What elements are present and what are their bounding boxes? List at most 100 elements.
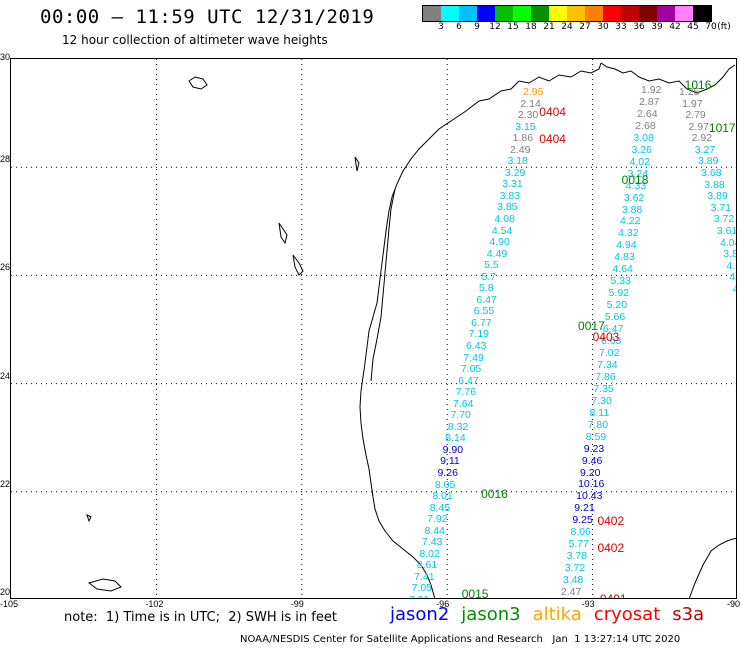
latitude-label: 26 xyxy=(0,262,11,273)
wave-height-value: 7.76 xyxy=(455,386,477,399)
map-title: 00:00 – 11:59 UTC 12/31/2019 xyxy=(40,6,375,28)
wave-height-value: 6.47 xyxy=(476,293,497,306)
wave-height-value: 7.30 xyxy=(591,394,612,407)
pass-time-label: 0403 xyxy=(592,329,620,344)
wave-height-value: 8.59 xyxy=(585,430,607,443)
wave-height-value: 6.55 xyxy=(473,305,495,318)
wave-height-value: 7.43 xyxy=(421,536,443,549)
wave-height-value: 4.49 xyxy=(486,247,508,260)
wave-height-value: 4.59 xyxy=(726,259,736,272)
wave-height-value: 5.5 xyxy=(484,259,499,272)
wave-height-value: 9.26 xyxy=(437,467,458,479)
legend-satellite-s3a: s3a xyxy=(672,604,705,625)
wave-height-value: 7.86 xyxy=(595,370,616,383)
pass-time-label: 0017 xyxy=(578,318,605,333)
wave-height-value: 3.24 xyxy=(627,167,649,180)
wave-height-value: 4.83 xyxy=(614,251,635,264)
colorbar-label: 15 xyxy=(507,22,519,32)
wave-height-value: 4.08 xyxy=(494,213,515,225)
small-island xyxy=(86,514,92,523)
credit-text: NOAA/NESDIS Center for Satellite Applica… xyxy=(240,634,681,645)
wave-height-value: 9.23 xyxy=(583,442,605,455)
wave-height-value: 3.48 xyxy=(562,574,584,587)
wave-height-value: 3.29 xyxy=(504,166,526,179)
latitude-label: 30 xyxy=(0,52,11,62)
wave-height-value: 10.16 xyxy=(578,478,605,491)
wave-height-value: 3.88 xyxy=(704,178,725,191)
wave-height-value: 7.19 xyxy=(468,328,490,341)
wave-height-value: 8.45 xyxy=(429,501,451,514)
latitude-label: 24 xyxy=(0,370,11,381)
wave-height-value: 7.49 xyxy=(463,351,484,364)
legend-satellite-cryosat: cryosat xyxy=(593,604,661,625)
wave-height-value: 1.97 xyxy=(682,97,703,110)
wave-height-value: 3.62 xyxy=(623,191,645,204)
longitude-label: -102 xyxy=(145,599,164,609)
wave-height-value: 5.7 xyxy=(481,270,497,283)
colorbar-swatch xyxy=(549,6,567,21)
wave-height-value: 1.86 xyxy=(512,132,534,145)
pass-time-label: 0404 xyxy=(539,132,566,147)
wave-height-value: 1.25 xyxy=(679,86,700,98)
colorbar-label: 70 xyxy=(705,22,717,32)
wave-height-value: 9.11 xyxy=(440,455,460,468)
pass-time-label: 0404 xyxy=(539,105,566,120)
wave-height-value: 6.63 xyxy=(600,335,622,348)
colorbar-swatch xyxy=(675,6,693,21)
wave-height-value: 3.31 xyxy=(502,178,523,191)
colorbar-label: 42 xyxy=(669,22,681,32)
map-frame: 2.95 2.14 2.30 3.15 1.86 2.49 3.18 3.29 3.31 3.83… xyxy=(10,58,737,599)
wave-height-value: 7.05 xyxy=(411,582,433,595)
wave-height-value: 4.32 xyxy=(618,227,639,240)
wave-height-value: 4.90 xyxy=(489,236,510,249)
colorbar-label: 12 xyxy=(489,22,501,32)
wave-height-value: 3.27 xyxy=(694,143,716,156)
wave-height-value: 3.78 xyxy=(566,550,588,563)
wave-height-value: 2.49 xyxy=(510,143,531,156)
wave-height-value: 7.05 xyxy=(460,363,482,376)
wave-height-value: 3.88 xyxy=(723,248,736,261)
wave-height-value: 6.47 xyxy=(458,374,479,387)
wave-height-value: 3.88 xyxy=(621,203,643,216)
wave-height-value: 7.41 xyxy=(414,570,435,583)
wave-height-value: 2.95 xyxy=(523,86,544,98)
legend-satellite-jason3: jason3 xyxy=(461,604,521,625)
pass-time-label: 0401 xyxy=(599,592,627,599)
wave-height-value: 3.18 xyxy=(507,155,528,168)
wave-height-value: 6.77 xyxy=(471,316,492,329)
wave-height-value: 8.32 xyxy=(447,420,469,433)
colorbar-swatch xyxy=(441,6,459,21)
wave-height-value: 7.35 xyxy=(593,382,614,395)
note-text: note: 1) Time is in UTC; 2) SWH is in fe… xyxy=(64,610,337,625)
latitude-label: 20 xyxy=(0,587,11,597)
wave-height-value: 7.91 xyxy=(409,595,429,599)
colorbar-label: 18 xyxy=(525,22,537,32)
colorbar-label: 27 xyxy=(579,22,591,32)
longitude-label: -93 xyxy=(581,599,595,609)
wave-height-value: 5.8 xyxy=(478,282,494,295)
colorbar-swatch xyxy=(603,6,621,21)
wave-height-value: 9.46 xyxy=(581,454,603,467)
latitude-label: 28 xyxy=(0,154,11,165)
wave-height-value: 4.94 xyxy=(616,239,637,252)
wave-height-value: 8.01 xyxy=(432,490,453,503)
wave-height-value: 4. xyxy=(736,295,737,306)
wave-height-value: 8.61 xyxy=(416,559,438,572)
wave-height-value: 9.20 xyxy=(579,466,601,479)
colorbar-label: 36 xyxy=(633,22,645,32)
wave-height-value: 5.92 xyxy=(608,287,630,300)
wave-height-value: 2.87 xyxy=(639,95,660,108)
colorbar-unit: (ft) xyxy=(717,22,731,32)
legend-satellite-jason2: jason2 xyxy=(390,604,450,625)
wave-height-value: 3.68 xyxy=(701,167,722,180)
coastline xyxy=(86,62,736,598)
wave-height-value: 9.21 xyxy=(574,502,595,515)
wave-height-value: 7.34 xyxy=(597,358,618,371)
pass-time-label: 0015 xyxy=(461,586,489,599)
colorbar-swatch xyxy=(513,6,531,21)
colorbar-swatch xyxy=(585,6,603,21)
colorbar-label: 9 xyxy=(474,22,480,32)
wave-height-value: 2.30 xyxy=(517,109,539,122)
colorbar-label: 45 xyxy=(687,22,699,32)
pass-time-label: 0018 xyxy=(621,172,649,187)
